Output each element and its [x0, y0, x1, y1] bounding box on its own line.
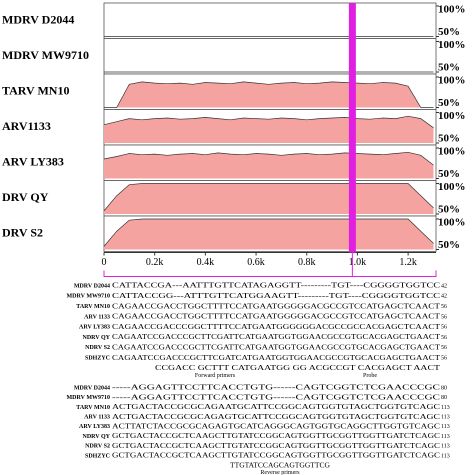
area-fill — [104, 219, 434, 250]
area-line — [103, 218, 434, 247]
row-end: 80 — [441, 395, 447, 401]
row-name: MDRV MW9710 — [66, 395, 110, 401]
row-name: TARV MN10 — [76, 304, 110, 310]
area-fill — [104, 81, 434, 108]
primer-label: Forward primers — [195, 373, 236, 379]
sequence: CAGAACCGACCCGGCTTTTCCATGAATGGGGGGACGCCGC… — [112, 322, 440, 331]
row-end: 56 — [441, 335, 447, 341]
panel-label: ARV LY383 — [2, 155, 64, 169]
area-line — [103, 115, 434, 129]
x-tick-label: 1.2k — [399, 257, 417, 268]
row-name: MDRV D2044 — [74, 283, 110, 289]
row-name: NDRV QY — [82, 434, 110, 440]
x-tick-label: 0.4k — [197, 257, 215, 268]
y-tick-label: 50% — [438, 97, 460, 109]
area-fill — [104, 183, 434, 214]
y-tick-label: 50% — [438, 62, 460, 74]
sequence: GCTGACTACCGCTCAAGCTTGTATCCGGCAGTGGTTGCGG… — [112, 451, 440, 460]
highlight — [348, 3, 356, 253]
sequence: ACTGACTACCGCGCAGAGTGCATTCCGGCAGTGGTGTAGC… — [112, 412, 440, 421]
row-end: 56 — [441, 304, 447, 310]
y-tick-label: 50% — [438, 133, 460, 145]
y-tick-label: 100% — [438, 181, 466, 193]
y-tick-label: 100% — [438, 4, 466, 16]
sequence: CATTACCGG---ATTTGTTCATGGAAGTT---------TG… — [112, 291, 440, 300]
x-tick-label: 0.2k — [146, 257, 164, 268]
area-line — [103, 183, 434, 212]
row-end: 42 — [441, 283, 447, 289]
sequence: CAGAACCGACCTGGCTTTTCCATGAATGGGGGACGCCGTC… — [112, 301, 441, 310]
row-end: 56 — [441, 345, 447, 351]
row-end: 56 — [441, 355, 447, 361]
sequence: CATTACCGA---AATTTGTTCATAGAGGTT---------T… — [112, 281, 440, 290]
row-end: 56 — [441, 314, 447, 320]
primer-label: Probe — [363, 373, 377, 379]
row-name: ARV LY383 — [79, 424, 110, 430]
sequence: CAGAATCCGACCCGCTTCGATTCATGAATGGTGGAACGCC… — [112, 332, 440, 341]
panel-label: DRV S2 — [2, 226, 43, 240]
bracket — [103, 252, 437, 277]
row-name: NDRV QY — [82, 335, 110, 341]
area-fill — [104, 116, 434, 143]
x-tick-label: 0.6k — [247, 257, 265, 268]
row-end: 113 — [441, 405, 450, 411]
row-name: TARV MN10 — [76, 405, 110, 411]
y-tick-label: 50% — [438, 239, 460, 251]
row-name: MDRV MW9710 — [66, 294, 110, 300]
y-tick-label: 100% — [438, 75, 466, 87]
consensus: TTGTATCCAGCAGTGGTTCG — [230, 460, 331, 469]
sequence: GCTGACTACCGCTCAAGCTTGTATCCGGCAGTGGTTGCGG… — [112, 431, 440, 440]
consensus: CCGACC GCTTT CATGAATGG GG ACGCCGT CACGAG… — [155, 363, 441, 372]
x-tick-label: 0 — [102, 257, 107, 268]
row-end: 113 — [441, 434, 450, 440]
sequence: CAGAATCCGACCCGCTTCGATTCATGAATGGTGGAACGCC… — [112, 343, 440, 352]
panel-label: MDRV MW9710 — [2, 48, 89, 62]
panel-label: ARV1133 — [2, 119, 51, 133]
row-name: ARV LY383 — [79, 325, 110, 331]
panel-label: MDRV D2044 — [2, 13, 74, 27]
row-end: 42 — [441, 294, 447, 300]
y-tick-label: 50% — [438, 26, 460, 38]
y-tick-label: 50% — [438, 168, 460, 180]
sequence: -----AGGAGTTCCTTCACCTGTG------CAGTCGGTCT… — [112, 383, 440, 392]
sequence: ACTGACTACCGCGCAGAATGCATTCCGGCAGTGGTGTAGC… — [112, 402, 440, 411]
row-end: 113 — [441, 453, 450, 459]
row-end: 113 — [441, 414, 450, 420]
area-line — [104, 81, 434, 108]
row-name: SDHZYC — [85, 453, 110, 459]
row-end: 113 — [441, 444, 450, 450]
sequence: ACTTATCTACCGCGCAGAGTGCATCAGGGCAGTGGTGCAG… — [112, 422, 440, 431]
row-name: ARV 1133 — [84, 414, 110, 420]
panel-label: TARV MN10 — [2, 84, 69, 98]
row-name: SDHZYC — [85, 355, 110, 361]
row-name: MDRV D2044 — [74, 385, 110, 391]
y-tick-label: 100% — [438, 110, 466, 122]
row-end: 56 — [441, 325, 447, 331]
row-name: ARV 1133 — [84, 314, 110, 320]
x-tick-label: 1.0k — [349, 257, 367, 268]
y-tick-label: 100% — [438, 146, 466, 158]
y-tick-label: 100% — [438, 39, 466, 51]
x-tick-label: 0.8k — [298, 257, 316, 268]
y-tick-label: 100% — [438, 217, 466, 229]
panel-label: DRV QY — [2, 190, 49, 204]
panel — [103, 38, 437, 75]
y-tick-label: 50% — [438, 204, 460, 216]
primer-label: Reverse primers — [260, 470, 300, 475]
sequence: CAGAATCCGACCCGCTTCGATCATGAATGGTGGAACGCCG… — [112, 353, 440, 362]
row-end: 113 — [441, 424, 450, 430]
row-end: 80 — [441, 385, 447, 391]
area-fill — [104, 152, 434, 179]
sequence: GCTGACTACCGCTCAAGCTTGTATCCGGCAGTGGTTGCGG… — [112, 441, 440, 450]
row-name: NDRV S2 — [85, 345, 110, 351]
sequence: CAGAACCGACCTGGCTTTTCCATGAATGGGGGACGCCGTC… — [112, 312, 441, 321]
area-line — [103, 151, 434, 166]
panel — [103, 2, 437, 39]
sequence: -----AGGAGTTCCTTCACCTGTG------CAGTCGGTCT… — [112, 392, 440, 401]
row-name: NDRV S2 — [85, 444, 110, 450]
